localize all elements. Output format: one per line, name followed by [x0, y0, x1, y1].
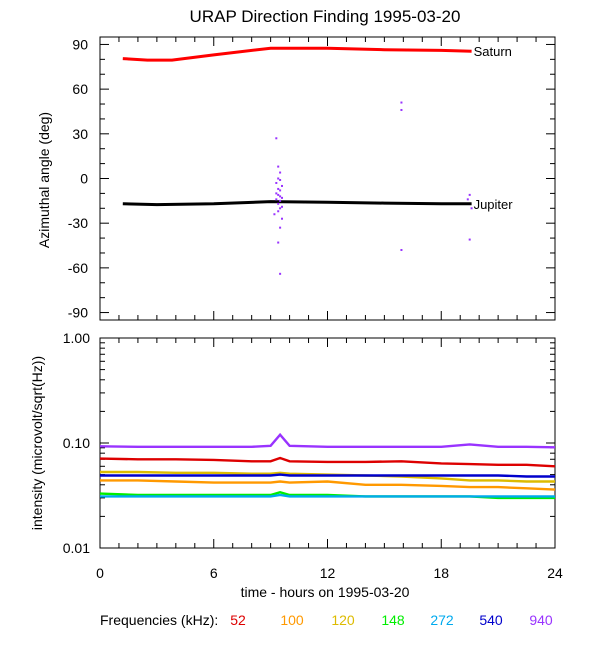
- direction-point: [279, 272, 282, 275]
- top-panel-ticks: 90 60 30 0 -30 -60 -90: [68, 36, 556, 321]
- bottom-y-tick-label: 1.00: [63, 330, 90, 346]
- intensity-line-100: [100, 479, 556, 491]
- direction-point: [277, 202, 280, 205]
- direction-point: [281, 196, 283, 199]
- top-y-tick-label: 90: [72, 36, 88, 52]
- x-tick-label: 0: [96, 565, 104, 581]
- direction-point: [277, 187, 280, 190]
- jupiter-line: [122, 200, 472, 207]
- intensity-line-272: [100, 493, 555, 498]
- direction-point: [277, 177, 280, 180]
- bottom-panel-ticks: 0 6 12 18 24 1.00 0.10 0.01: [63, 330, 563, 581]
- jupiter-label: Jupiter: [474, 197, 514, 212]
- top-y-tick-label: 60: [72, 81, 88, 97]
- direction-point: [400, 108, 403, 111]
- legend-item-272: 272: [430, 612, 454, 628]
- legend-item-540: 540: [479, 612, 503, 628]
- top-y-tick-label: 0: [80, 171, 88, 187]
- bottom-y-axis-label: intensity (microvolt/sqrt(Hz)): [29, 356, 45, 530]
- direction-point: [277, 193, 280, 196]
- x-tick-label: 6: [210, 565, 218, 581]
- legend-item-148: 148: [381, 612, 405, 628]
- x-tick-label: 18: [433, 565, 449, 581]
- bottom-y-tick-label: 0.01: [63, 540, 90, 556]
- top-y-tick-label: -90: [68, 305, 88, 321]
- direction-point: [279, 195, 282, 198]
- top-y-tick-label: -60: [68, 260, 88, 276]
- top-panel-marks: Saturn Jupiter: [122, 44, 514, 275]
- direction-point: [273, 213, 276, 216]
- legend-item-52: 52: [230, 612, 246, 628]
- direction-point: [468, 193, 471, 196]
- direction-point: [277, 210, 280, 213]
- direction-point: [279, 199, 282, 202]
- direction-point: [277, 241, 280, 244]
- direction-point: [275, 198, 278, 201]
- top-y-tick-label: 30: [72, 126, 88, 142]
- intensity-line-52: [99, 456, 556, 468]
- direction-point: [279, 189, 282, 192]
- direction-point: [281, 205, 283, 208]
- direction-point: [275, 137, 278, 140]
- intensity-line-540: [100, 473, 555, 478]
- legend-title: Frequencies (kHz):: [100, 612, 218, 628]
- direction-point: [279, 171, 282, 174]
- saturn-label: Saturn: [474, 44, 512, 59]
- legend-item-120: 120: [331, 612, 355, 628]
- direction-point: [468, 238, 471, 241]
- direction-point: [400, 248, 403, 251]
- intensity-line-120: [100, 470, 555, 483]
- direction-point: [279, 207, 282, 210]
- direction-point: [470, 207, 473, 210]
- direction-point: [277, 165, 280, 168]
- intensity-line-940: [99, 432, 556, 449]
- direction-point: [281, 184, 283, 187]
- legend-item-940: 940: [529, 612, 553, 628]
- direction-point: [281, 217, 283, 220]
- direction-point: [279, 178, 282, 181]
- direction-point: [275, 192, 278, 195]
- bottom-panel-marks: [99, 432, 556, 500]
- top-y-axis-label: Azimuthal angle (deg): [36, 112, 52, 248]
- chart-title: URAP Direction Finding 1995-03-20: [190, 7, 461, 26]
- direction-point: [275, 181, 278, 184]
- top-y-tick-label: -30: [68, 215, 88, 231]
- top-panel-frame: [99, 36, 556, 321]
- direction-point: [466, 198, 469, 201]
- x-tick-label: 12: [320, 565, 336, 581]
- bottom-y-tick-label: 0.10: [63, 435, 90, 451]
- direction-point: [279, 226, 282, 229]
- x-tick-label: 24: [547, 565, 563, 581]
- legend-item-100: 100: [280, 612, 304, 628]
- saturn-line: [122, 46, 472, 62]
- frequency-legend: Frequencies (kHz): 52 100 120 148 272 540 940: [100, 612, 553, 628]
- x-axis-label: time - hours on 1995-03-20: [241, 584, 410, 600]
- bottom-panel-frame: [99, 337, 556, 549]
- direction-point: [400, 101, 403, 104]
